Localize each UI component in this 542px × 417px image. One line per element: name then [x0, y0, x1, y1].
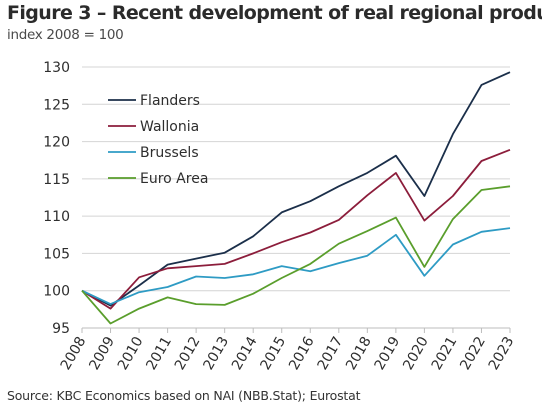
y-tick-label: 110: [43, 209, 70, 225]
x-tick-label: 2023: [486, 334, 518, 373]
series-line-flanders: [81, 71, 511, 307]
chart-title: Figure 3 – Recent development of real re…: [7, 2, 542, 24]
series-line-wallonia: [81, 148, 511, 310]
x-tick-label: 2010: [115, 334, 147, 373]
x-tick-label: 2019: [372, 334, 404, 373]
x-tick-label: 2011: [143, 334, 175, 373]
legend-label: Euro Area: [140, 171, 208, 187]
x-tick-label: 2015: [258, 334, 290, 373]
x-tick-labels: 2008200920102011201220132014201520162017…: [58, 334, 518, 373]
y-tick-labels: 95 100 105 110 115 120 125 130: [43, 60, 70, 337]
y-tick-label: 115: [43, 172, 70, 188]
x-tick-label: 2008: [58, 334, 90, 373]
x-tick-label: 2018: [343, 334, 375, 373]
y-tick-label: 120: [43, 135, 70, 151]
axes: [81, 327, 511, 333]
source-note: Source: KBC Economics based on NAI (NBB.…: [7, 388, 361, 403]
y-tick-label: 125: [43, 97, 70, 113]
x-tick-label: 2021: [429, 334, 461, 373]
x-tick-label: 2009: [86, 334, 118, 373]
x-tick-label: 2022: [457, 334, 489, 373]
y-tick-label: 100: [43, 284, 70, 300]
legend-label: Wallonia: [140, 119, 199, 135]
series-line-euro-area: [81, 185, 511, 325]
x-tick-label: 2013: [200, 334, 232, 373]
series-lines: [81, 71, 511, 325]
legend: Flanders Wallonia Brussels Euro Area: [108, 93, 208, 187]
series-line-brussels: [81, 227, 511, 306]
x-tick-label: 2014: [229, 334, 261, 373]
line-chart: 95 100 105 110 115 120 125 130 2008200920102011…: [43, 60, 518, 373]
chart-subtitle: index 2008 = 100: [7, 27, 124, 43]
y-tick-label: 105: [43, 246, 70, 262]
legend-label: Flanders: [140, 93, 200, 109]
y-tick-label: 95: [52, 321, 70, 337]
x-tick-label: 2016: [286, 334, 318, 373]
x-tick-label: 2017: [315, 334, 347, 373]
x-tick-label: 2020: [400, 334, 432, 373]
legend-label: Brussels: [140, 145, 199, 161]
y-tick-label: 130: [43, 60, 70, 76]
x-tick-label: 2012: [172, 334, 204, 373]
